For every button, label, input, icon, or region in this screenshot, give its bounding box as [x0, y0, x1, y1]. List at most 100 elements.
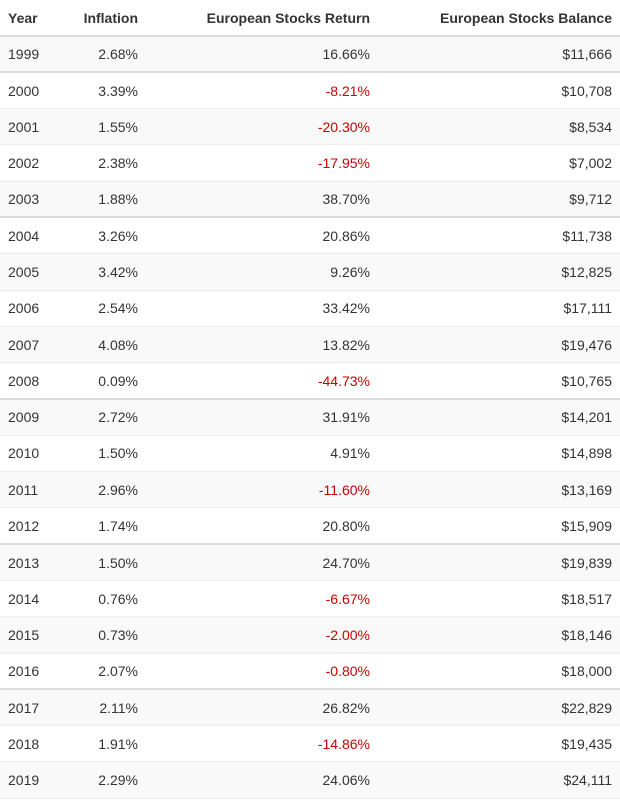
table-row: 2011 2.96% -11.60% $13,169 [0, 471, 620, 509]
balance-cell: $19,476 [378, 326, 620, 364]
balance-cell: $12,825 [378, 253, 620, 291]
balance-cell: $15,909 [378, 507, 620, 545]
return-cell: 24.06% [146, 761, 378, 799]
year-cell: 2007 [0, 326, 64, 364]
header-inflation: Inflation [64, 0, 146, 37]
table-row: 2016 2.07% -0.80% $18,000 [0, 653, 620, 690]
inflation-cell: 2.68% [64, 36, 146, 73]
return-cell: 16.66% [146, 36, 378, 73]
table-row: 2007 4.08% 13.82% $19,476 [0, 326, 620, 364]
table-row: 2006 2.54% 33.42% $17,111 [0, 290, 620, 327]
year-cell: 2004 [0, 216, 64, 255]
inflation-cell: 0.76% [64, 580, 146, 618]
inflation-cell: 1.88% [64, 181, 146, 218]
balance-cell: $14,898 [378, 435, 620, 473]
balance-cell: $17,111 [378, 290, 620, 327]
year-cell: 2012 [0, 507, 64, 545]
return-cell: 24.70% [146, 543, 378, 581]
year-cell: 2006 [0, 290, 64, 327]
balance-cell: $10,708 [378, 71, 620, 110]
table-header: Year Inflation European Stocks Return Eu… [0, 0, 620, 37]
balance-cell: $13,169 [378, 471, 620, 509]
return-cell: 13.82% [146, 326, 378, 364]
return-cell: -17.95% [146, 144, 378, 182]
table-row: 2012 1.74% 20.80% $15,909 [0, 507, 620, 545]
table-row: 2005 3.42% 9.26% $12,825 [0, 253, 620, 291]
year-cell: 2009 [0, 397, 64, 436]
header-return: European Stocks Return [146, 0, 378, 37]
year-cell: 2011 [0, 471, 64, 509]
table-row: 2003 1.88% 38.70% $9,712 [0, 181, 620, 218]
year-cell: 2015 [0, 616, 64, 654]
balance-cell: $14,201 [378, 397, 620, 436]
table-row: 2002 2.38% -17.95% $7,002 [0, 144, 620, 182]
year-cell: 2016 [0, 653, 64, 690]
inflation-cell: 0.73% [64, 616, 146, 654]
inflation-cell: 1.55% [64, 108, 146, 146]
year-cell: 2010 [0, 435, 64, 473]
inflation-cell: 0.09% [64, 362, 146, 400]
return-cell: 9.26% [146, 253, 378, 291]
balance-cell: $10,765 [378, 362, 620, 400]
balance-cell: $18,000 [378, 653, 620, 690]
table-row: 2015 0.73% -2.00% $18,146 [0, 616, 620, 654]
inflation-cell: 2.07% [64, 653, 146, 690]
table-row: 2001 1.55% -20.30% $8,534 [0, 108, 620, 146]
table-row: 2004 3.26% 20.86% $11,738 [0, 216, 620, 255]
year-cell: 2014 [0, 580, 64, 618]
header-balance: European Stocks Balance [378, 0, 620, 37]
balance-cell: $22,829 [378, 688, 620, 727]
year-cell: 2002 [0, 144, 64, 182]
balance-cell: $18,517 [378, 580, 620, 618]
balance-cell: $19,435 [378, 725, 620, 763]
table-row: 1999 2.68% 16.66% $11,666 [0, 36, 620, 73]
year-cell: 2019 [0, 761, 64, 799]
table-body: 1999 2.68% 16.66% $11,666 2000 3.39% -8.21% $10… [0, 36, 620, 799]
balance-cell: $8,534 [378, 108, 620, 146]
return-cell: -8.21% [146, 71, 378, 110]
balance-cell: $11,738 [378, 216, 620, 255]
table-row: 2000 3.39% -8.21% $10,708 [0, 71, 620, 110]
balance-cell: $9,712 [378, 181, 620, 218]
year-cell: 2017 [0, 688, 64, 727]
header-row: Year Inflation European Stocks Return Eu… [0, 0, 620, 37]
header-year: Year [0, 0, 64, 37]
return-cell: 31.91% [146, 397, 378, 436]
return-cell: 38.70% [146, 181, 378, 218]
inflation-cell: 4.08% [64, 326, 146, 364]
return-cell: -6.67% [146, 580, 378, 618]
inflation-cell: 2.72% [64, 397, 146, 436]
year-cell: 2018 [0, 725, 64, 763]
return-cell: -20.30% [146, 108, 378, 146]
return-cell: -2.00% [146, 616, 378, 654]
year-cell: 2013 [0, 543, 64, 581]
balance-cell: $7,002 [378, 144, 620, 182]
table-row: 2019 2.29% 24.06% $24,111 [0, 761, 620, 799]
return-cell: -44.73% [146, 362, 378, 400]
balance-cell: $18,146 [378, 616, 620, 654]
table-row: 2008 0.09% -44.73% $10,765 [0, 362, 620, 400]
return-cell: -14.86% [146, 725, 378, 763]
return-cell: 20.86% [146, 216, 378, 255]
table-row: 2009 2.72% 31.91% $14,201 [0, 397, 620, 436]
year-cell: 1999 [0, 36, 64, 73]
return-cell: 33.42% [146, 290, 378, 327]
return-cell: -11.60% [146, 471, 378, 509]
inflation-cell: 1.50% [64, 435, 146, 473]
return-cell: 20.80% [146, 507, 378, 545]
table-row: 2014 0.76% -6.67% $18,517 [0, 580, 620, 618]
balance-cell: $11,666 [378, 36, 620, 73]
inflation-cell: 1.91% [64, 725, 146, 763]
year-cell: 2003 [0, 181, 64, 218]
balance-cell: $24,111 [378, 761, 620, 799]
inflation-cell: 1.50% [64, 543, 146, 581]
inflation-cell: 2.96% [64, 471, 146, 509]
year-cell: 2001 [0, 108, 64, 146]
inflation-cell: 2.29% [64, 761, 146, 799]
inflation-cell: 1.74% [64, 507, 146, 545]
table-row: 2013 1.50% 24.70% $19,839 [0, 543, 620, 581]
table-row: 2010 1.50% 4.91% $14,898 [0, 435, 620, 473]
return-cell: 4.91% [146, 435, 378, 473]
inflation-cell: 3.42% [64, 253, 146, 291]
